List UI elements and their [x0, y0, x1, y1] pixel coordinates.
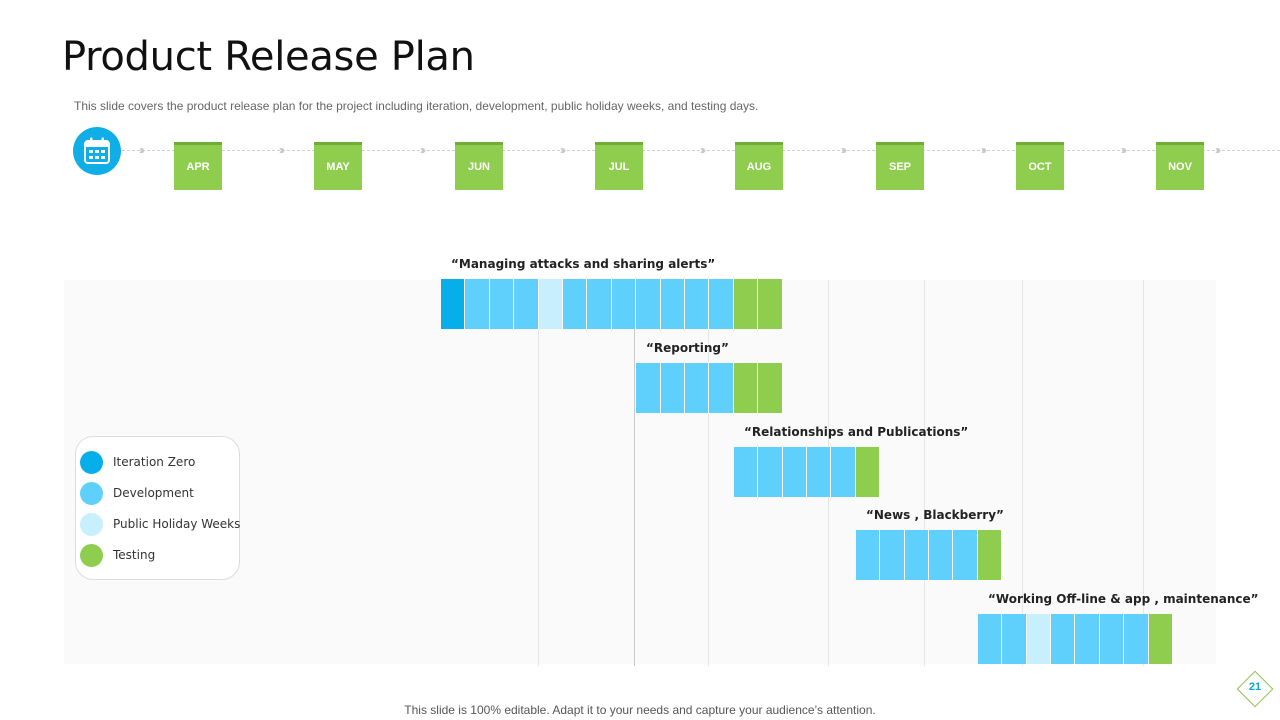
month-marker-may: MAY [314, 142, 362, 190]
task-week-development [709, 363, 734, 413]
task-week-public-holiday-weeks [1027, 614, 1051, 664]
legend-item-development: Development [80, 482, 240, 506]
chevron-arrows-icon: ››› [1215, 143, 1221, 157]
task-week-development [856, 530, 880, 580]
calendar-icon [84, 137, 110, 164]
task-week-development [587, 279, 612, 329]
legend-item-iteration-zero: Iteration Zero [80, 451, 240, 475]
month-marker-jul: JUL [595, 142, 643, 190]
task-week-testing [1149, 614, 1173, 664]
legend-swatch [80, 482, 103, 505]
chevron-arrows-icon: ››› [841, 143, 847, 157]
page-number: 21 [1248, 681, 1262, 693]
month-marker-oct: OCT [1016, 142, 1064, 190]
task-week-development [783, 447, 807, 497]
task-week-development [758, 447, 783, 497]
task-week-testing [758, 279, 783, 329]
chevron-arrows-icon: ››› [981, 143, 987, 157]
task-week-development [709, 279, 734, 329]
page-title: Product Release Plan [62, 34, 475, 80]
legend-label: Testing [113, 548, 156, 562]
task-week-development [685, 279, 709, 329]
gridline [924, 280, 925, 666]
legend: Iteration Zero Development Public Holiday … [75, 436, 240, 580]
task-label: “Managing attacks and sharing alerts” [451, 257, 716, 271]
month-marker-sep: SEP [876, 142, 924, 190]
legend-swatch [80, 513, 103, 536]
page-subtitle: This slide covers the product release pl… [74, 99, 759, 113]
task-week-development [953, 530, 978, 580]
task-week-development [978, 614, 1002, 664]
page-number-badge: 21 [1236, 670, 1276, 710]
legend-item-testing: Testing [80, 544, 240, 568]
task-week-development [1124, 614, 1149, 664]
month-marker-apr: APR [174, 142, 222, 190]
chevron-arrows-icon: ››› [700, 143, 706, 157]
task-week-development [514, 279, 539, 329]
task-week-testing [734, 363, 758, 413]
chevron-arrows-icon: ››› [139, 143, 145, 157]
task-week-development [661, 363, 685, 413]
task-week-development [1075, 614, 1100, 664]
gridline [1143, 280, 1144, 666]
gridline [1022, 280, 1023, 666]
timeline-line [122, 150, 1280, 151]
task-week-development [612, 279, 636, 329]
task-week-development [636, 279, 661, 329]
calendar-badge [73, 127, 121, 175]
task-week-development [734, 447, 758, 497]
task-week-development [831, 447, 856, 497]
task-week-development [636, 363, 661, 413]
task-week-testing [734, 279, 758, 329]
task-week-development [465, 279, 490, 329]
task-week-iteration-zero [441, 279, 465, 329]
chevron-arrows-icon: ››› [279, 143, 285, 157]
task-week-development [563, 279, 587, 329]
task-week-testing [856, 447, 880, 497]
task-label: “Working Off-line & app , maintenance” [988, 592, 1259, 606]
task-week-development [905, 530, 929, 580]
gantt-chart-area [64, 280, 1216, 664]
task-week-development [1051, 614, 1075, 664]
task-week-development [880, 530, 905, 580]
legend-label: Development [113, 486, 194, 500]
legend-item-public-holiday-weeks: Public Holiday Weeks [80, 513, 240, 537]
task-week-public-holiday-weeks [539, 279, 563, 329]
legend-swatch [80, 451, 103, 474]
task-week-development [490, 279, 514, 329]
task-week-development [929, 530, 953, 580]
task-label: “Relationships and Publications” [744, 425, 969, 439]
task-week-development [661, 279, 685, 329]
task-week-testing [758, 363, 783, 413]
task-week-development [685, 363, 709, 413]
task-week-development [1002, 614, 1027, 664]
task-week-development [1100, 614, 1124, 664]
task-week-testing [978, 530, 1002, 580]
footer-note: This slide is 100% editable. Adapt it to… [404, 703, 876, 717]
month-marker-jun: JUN [455, 142, 503, 190]
month-marker-nov: NOV [1156, 142, 1204, 190]
task-label: “Reporting” [646, 341, 729, 355]
task-week-development [807, 447, 831, 497]
chevron-arrows-icon: ››› [420, 143, 426, 157]
chevron-arrows-icon: ››› [1121, 143, 1127, 157]
legend-label: Iteration Zero [113, 455, 196, 469]
month-marker-aug: AUG [735, 142, 783, 190]
task-label: “News , Blackberry” [866, 508, 1004, 522]
legend-swatch [80, 544, 103, 567]
chevron-arrows-icon: ››› [560, 143, 566, 157]
gridline [634, 280, 635, 666]
legend-label: Public Holiday Weeks [113, 517, 241, 531]
gridline [538, 280, 539, 666]
gridline [708, 280, 709, 666]
